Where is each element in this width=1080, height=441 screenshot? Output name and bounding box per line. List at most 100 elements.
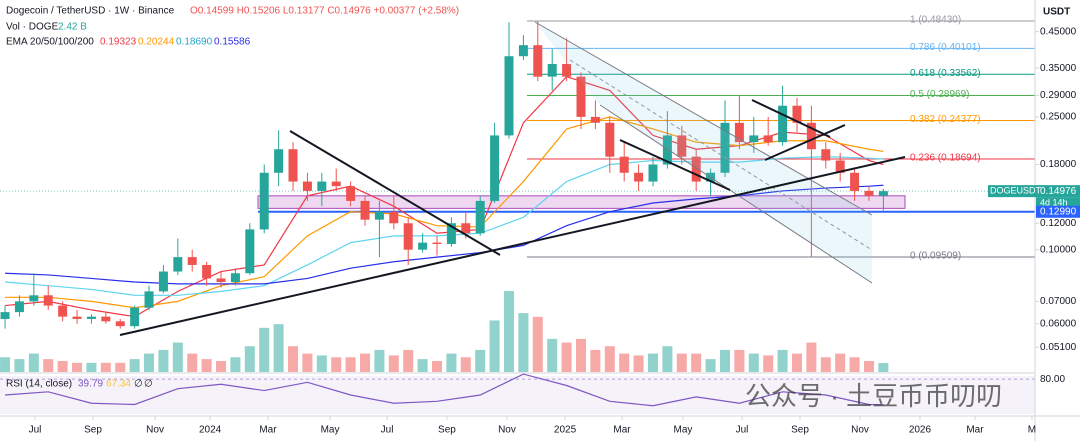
volume-bar: [57, 360, 68, 372]
candle-body: [86, 316, 96, 319]
y-tick-label: 0.07000: [1040, 296, 1077, 307]
ema-line: [5, 116, 884, 309]
volume-bar: [719, 349, 730, 372]
volume-bar: [388, 355, 399, 372]
volume-bar: [158, 349, 169, 372]
candle-body: [302, 181, 312, 191]
countdown: 4d 14h: [1040, 198, 1068, 208]
level-tag: [1036, 205, 1080, 218]
volume-bar: [129, 359, 140, 372]
rsi-line: [4, 373, 884, 407]
volume-bar: [374, 349, 385, 372]
candle-body: [101, 316, 111, 322]
x-tick-label: Jul: [381, 425, 394, 436]
candle-body: [533, 45, 543, 77]
volume-bar: [763, 355, 774, 372]
fib-label: 0.5 (0.28969): [910, 89, 970, 100]
volume-bar: [561, 342, 572, 372]
candle-body: [504, 56, 514, 136]
candle-body: [778, 105, 788, 143]
plot: 1 (0.48430) 0.786 (0.40101) 0.618 (0.33562…: [0, 15, 1035, 414]
x-tick-label: Sep: [438, 425, 456, 436]
volume-bar: [863, 360, 874, 372]
candle-body: [288, 149, 298, 182]
rsi-value: 39.79: [78, 379, 103, 390]
ema-value: 0.15586: [214, 37, 251, 48]
candle-body: [374, 211, 384, 220]
x-tick-label: M: [1028, 425, 1036, 436]
candle-body: [691, 156, 701, 182]
candle-body: [547, 64, 557, 77]
candle-body: [0, 312, 10, 319]
volume-bar: [676, 353, 687, 372]
candle-body: [245, 229, 255, 274]
volume-bar: [316, 355, 327, 372]
fib-label: 0.382 (0.24377): [910, 114, 981, 125]
candle-body: [662, 135, 672, 165]
countdown-tag: [1036, 197, 1080, 209]
candle-body: [677, 135, 687, 157]
price-tag-label: 0.14976: [1040, 186, 1077, 197]
volume-bar: [604, 346, 615, 372]
candle-body: [835, 160, 845, 173]
rsi-empty: ∅: [144, 379, 153, 390]
level-tag-label: 0.12990: [1040, 206, 1077, 217]
candle-body: [634, 172, 644, 182]
volume-bar: [201, 359, 212, 372]
volume-bar: [460, 357, 471, 372]
volume-bar: [662, 346, 673, 372]
volume-bar: [0, 357, 11, 372]
volume-bar: [504, 291, 515, 372]
candle-body: [115, 321, 125, 327]
volume-bar: [417, 359, 428, 372]
channel-line: [534, 21, 873, 216]
volume-bar: [331, 357, 342, 372]
trend-line: [289, 130, 501, 256]
x-tick-label: Sep: [791, 425, 809, 436]
candle-body: [389, 211, 399, 224]
candle-body: [878, 191, 888, 196]
ohlc: O0.14599 H0.15206 L0.13177 C0.14976 +0.0…: [190, 6, 459, 17]
y-tick-label: 0.29000: [1040, 90, 1077, 101]
volume-bar: [590, 349, 601, 372]
x-tick-label: Nov: [498, 425, 516, 436]
price-tag: [988, 185, 1080, 198]
candle-body: [360, 200, 370, 220]
volume-bar: [115, 362, 126, 372]
ema-value: 0.20244: [138, 37, 175, 48]
volume-bar: [777, 349, 788, 372]
candle-body: [274, 149, 284, 173]
rsi-label: RSI (14, close): [6, 379, 72, 390]
volume-bar: [633, 355, 644, 372]
candle-body: [187, 257, 197, 265]
volume-bar: [835, 353, 846, 372]
volume-bar: [144, 353, 155, 372]
x-tick-label: Mar: [259, 425, 277, 436]
rsi-ma: 67.34: [106, 379, 131, 390]
price-tag-symbol: DOGEUSDT: [990, 186, 1042, 196]
trend-line: [619, 139, 731, 191]
volume-bar: [475, 349, 486, 372]
candle-body: [720, 122, 730, 173]
candle-body: [259, 172, 269, 230]
candle-body: [749, 135, 759, 143]
y-tick-label: 0.18000: [1040, 159, 1077, 170]
volume-bar: [849, 357, 860, 372]
x-tick-label: 2025: [554, 425, 577, 436]
candle-body: [403, 223, 413, 250]
volume-bar: [489, 320, 500, 372]
volume-bar: [28, 353, 39, 372]
candle-body: [72, 316, 82, 319]
volume-bar: [791, 353, 802, 372]
fib-label: 0.618 (0.33562): [910, 68, 981, 79]
candle-body: [518, 45, 528, 57]
volume-bar: [647, 353, 658, 372]
ema-line: [5, 184, 884, 285]
candle-body: [130, 307, 140, 327]
volume-bar: [691, 353, 702, 372]
x-tick-label: Sep: [84, 425, 102, 436]
rsi-pane: [0, 376, 1035, 414]
x-tick-label: Nov: [851, 425, 869, 436]
volume-bar: [432, 360, 443, 372]
volume-bar: [734, 349, 745, 372]
